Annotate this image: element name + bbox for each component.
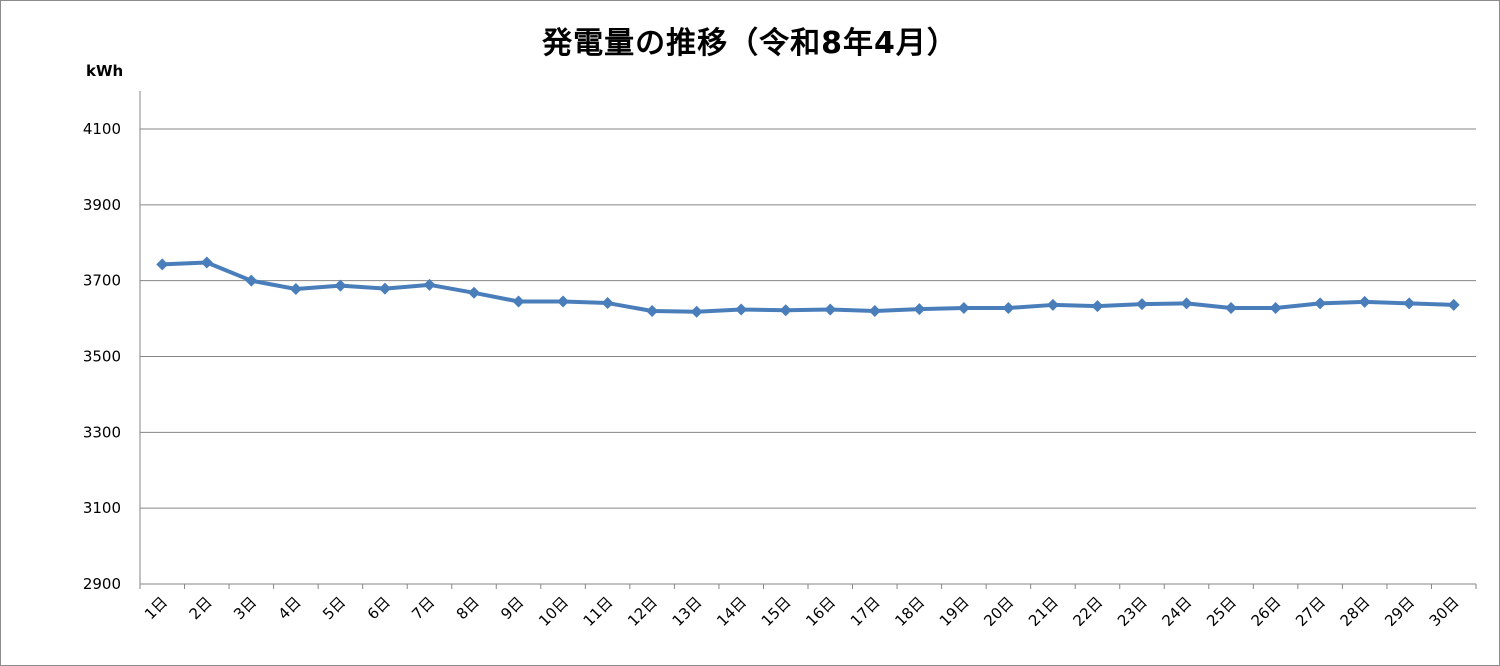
x-tick-label: 18日 [891, 593, 928, 630]
data-point-marker [1403, 297, 1416, 310]
x-tick-label: 3日 [230, 593, 260, 623]
data-point-marker [913, 303, 926, 316]
x-tick-label: 14日 [713, 593, 750, 630]
x-tick-label: 28日 [1337, 593, 1374, 630]
data-point-marker [245, 274, 258, 287]
y-tick-label: 3300 [83, 423, 121, 441]
y-tick-label: 4100 [83, 120, 121, 138]
x-tick-label: 30日 [1426, 593, 1463, 630]
data-point-marker [1046, 298, 1059, 311]
x-tick-label: 9日 [497, 593, 527, 623]
x-tick-label: 24日 [1159, 593, 1196, 630]
data-point-marker [200, 256, 213, 269]
x-tick-label: 22日 [1069, 593, 1106, 630]
data-point-marker [824, 303, 837, 316]
y-tick-label: 3700 [83, 272, 121, 290]
data-point-marker [646, 305, 659, 317]
data-point-marker [1314, 297, 1327, 310]
data-point-marker [1002, 301, 1015, 314]
data-point-marker [957, 301, 970, 314]
x-tick-label: 2日 [186, 593, 216, 623]
data-point-marker [468, 286, 480, 299]
x-tick-label: 23日 [1114, 593, 1151, 630]
y-axis-unit: kWh [86, 62, 124, 80]
x-tick-label: 1日 [141, 593, 171, 623]
x-tick-label: 17日 [847, 593, 884, 630]
x-tick-label: 29日 [1381, 593, 1418, 630]
data-point-marker [1358, 295, 1371, 308]
x-tick-label: 12日 [624, 593, 661, 630]
data-point-marker [289, 283, 302, 296]
data-point-marker [156, 258, 169, 271]
x-tick-label: 7日 [408, 593, 438, 623]
x-tick-label: 6日 [364, 593, 394, 623]
x-tick-label: 8日 [453, 593, 483, 623]
data-point-marker [1269, 301, 1282, 314]
data-point-marker [1136, 298, 1148, 311]
data-point-marker [1091, 300, 1104, 313]
data-point-marker [378, 282, 391, 295]
data-point-marker [557, 295, 570, 308]
data-point-marker [779, 304, 792, 317]
data-point-marker [868, 305, 881, 317]
x-tick-label: 20日 [980, 593, 1017, 630]
x-tick-label: 15日 [758, 593, 795, 630]
x-tick-label: 5日 [319, 593, 349, 623]
x-tick-label: 4日 [275, 593, 305, 623]
series-line [162, 260, 1454, 314]
x-tick-label: 21日 [1025, 593, 1062, 630]
data-point-marker [1180, 297, 1193, 310]
x-tick-label: 13日 [669, 593, 706, 630]
y-tick-label: 2900 [83, 575, 121, 593]
chart-title: 発電量の推移（令和8年4月） [542, 26, 958, 61]
x-tick-label: 27日 [1292, 593, 1329, 630]
x-tick-label: 11日 [580, 593, 617, 630]
x-tick-label: 16日 [802, 593, 839, 630]
y-tick-label: 3500 [83, 348, 121, 366]
x-tick-label: 26日 [1248, 593, 1285, 630]
data-point-marker [1225, 301, 1238, 314]
y-tick-label: 3900 [83, 196, 121, 214]
x-tick-label: 10日 [535, 593, 572, 630]
data-point-marker [423, 278, 436, 291]
data-point-marker [1447, 298, 1460, 311]
x-tick-label: 25日 [1203, 593, 1240, 630]
data-point-marker [334, 279, 347, 292]
data-point-marker [601, 297, 614, 310]
data-point-marker [735, 303, 748, 316]
y-tick-label: 3100 [83, 499, 121, 517]
data-point-marker [512, 295, 525, 308]
x-tick-label: 19日 [936, 593, 973, 630]
data-point-marker [690, 305, 703, 318]
